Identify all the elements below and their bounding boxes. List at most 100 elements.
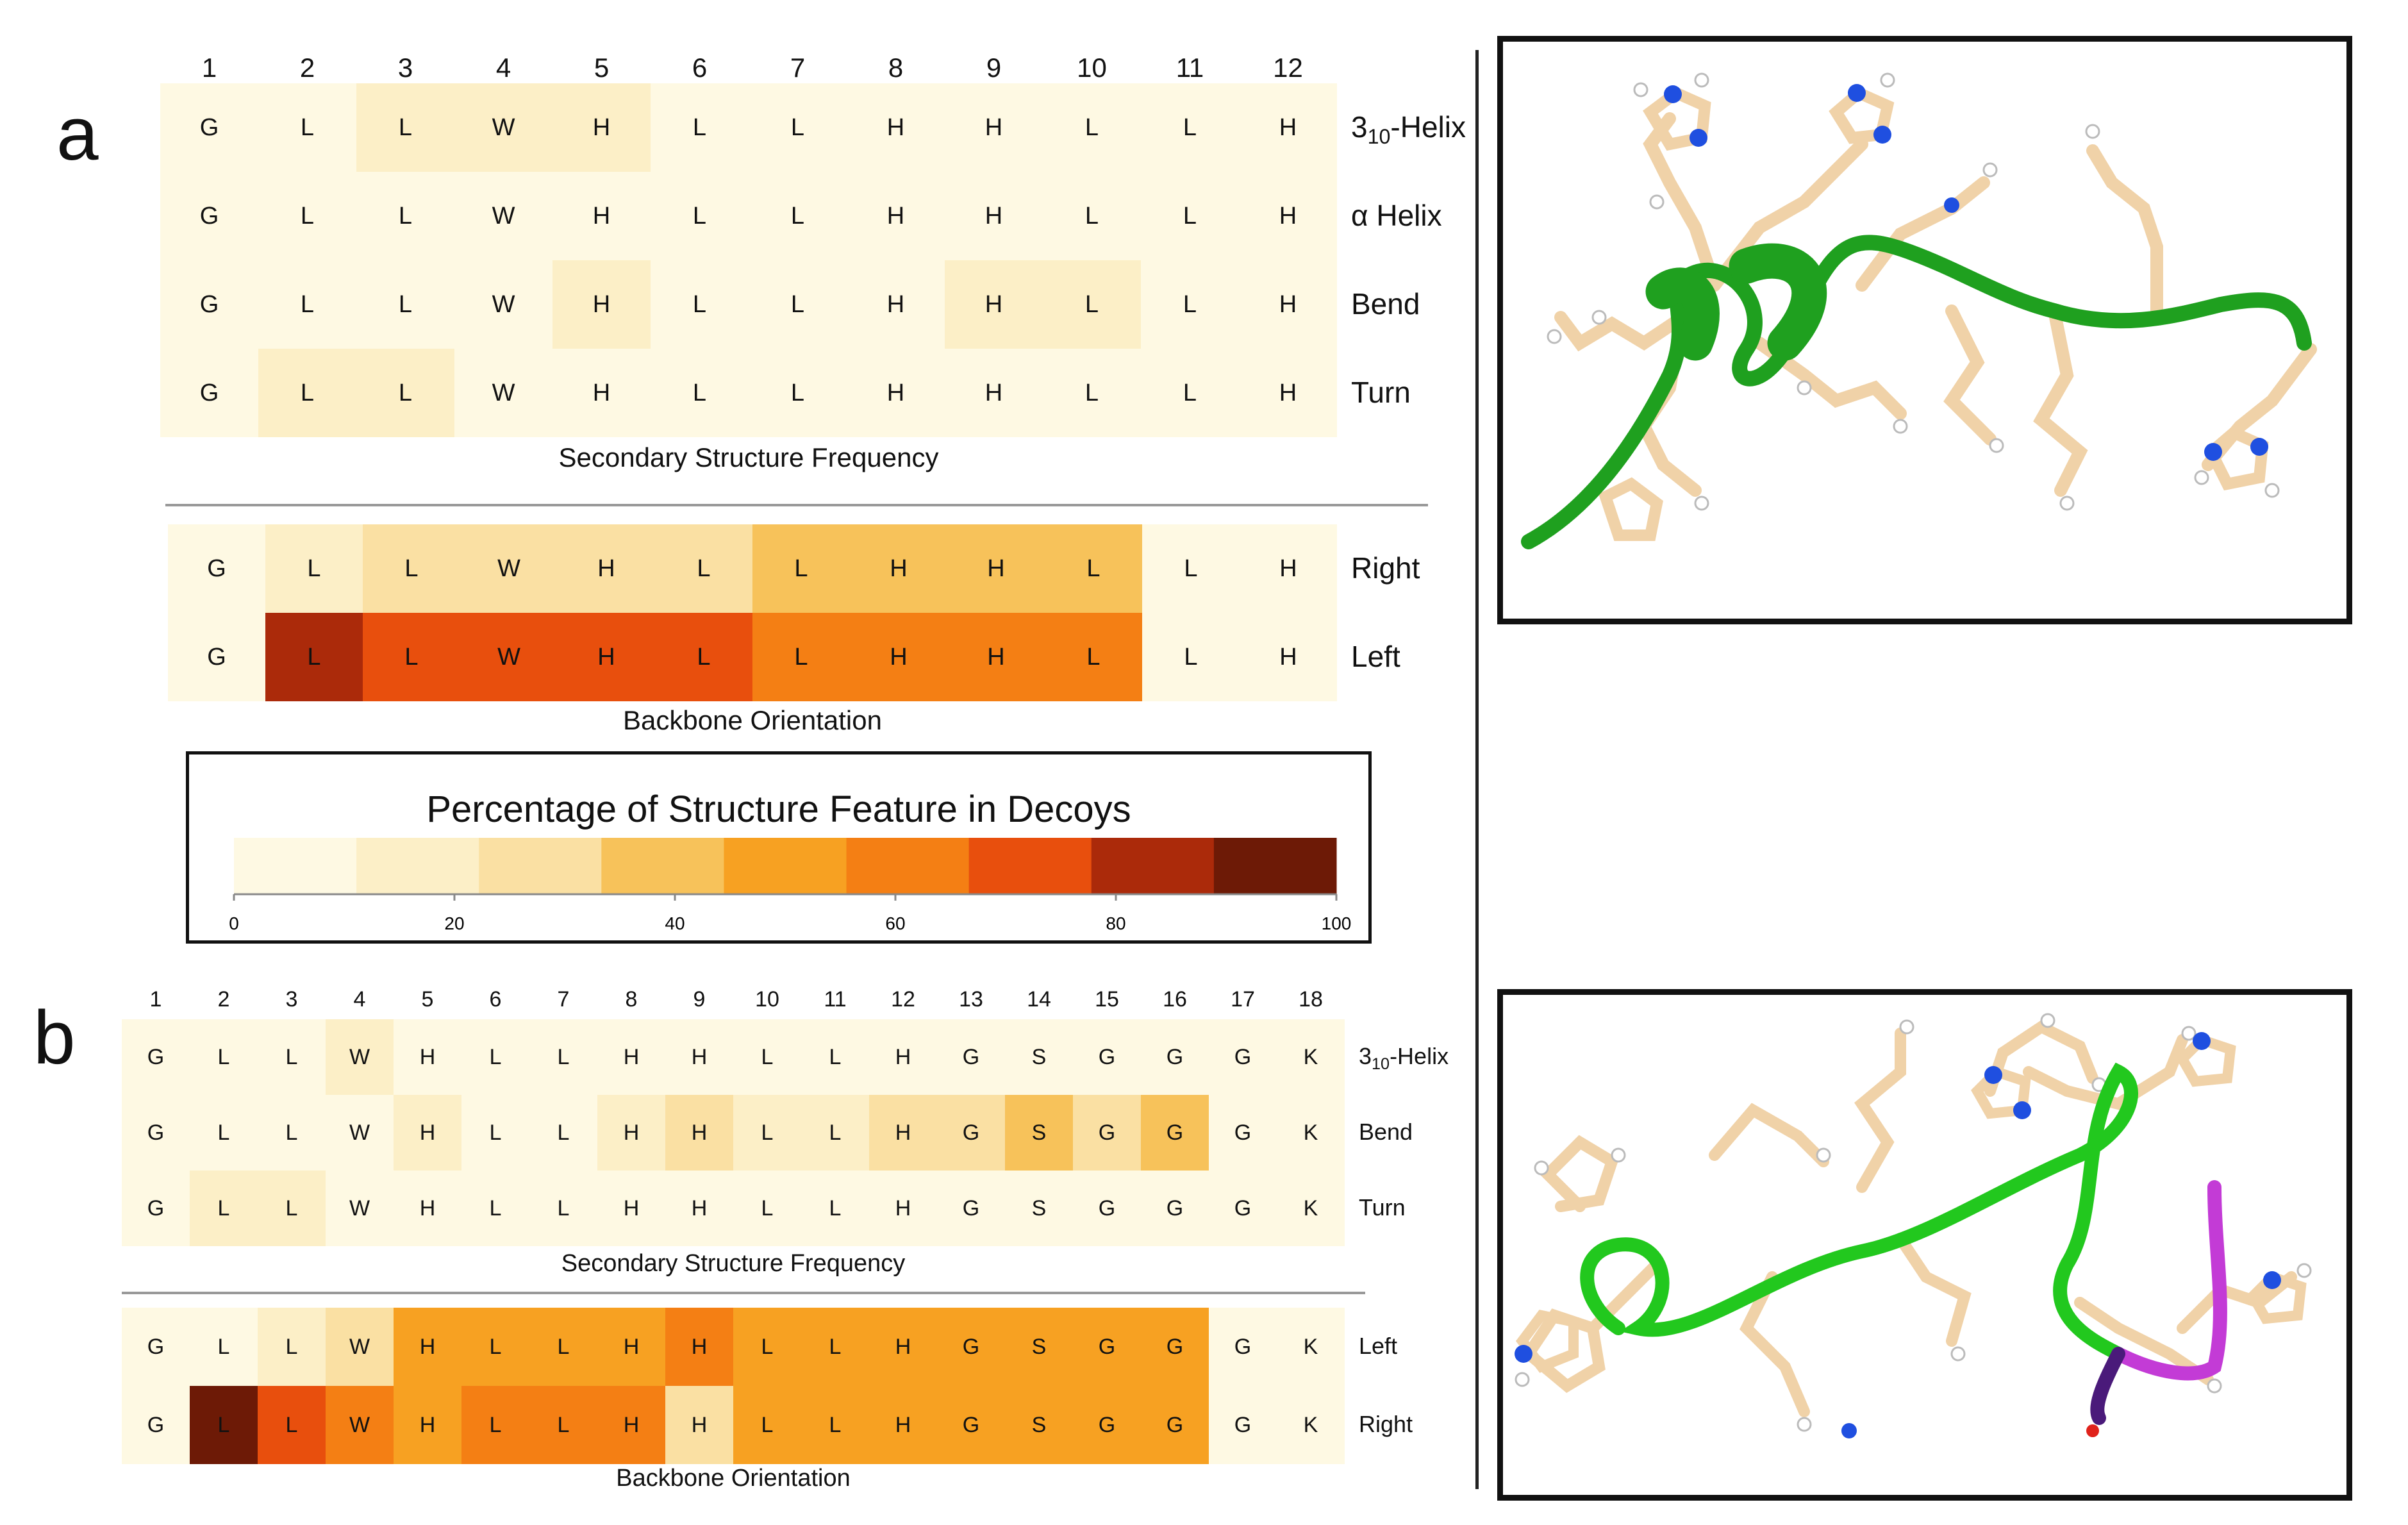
heatmap-cell: H <box>552 172 651 260</box>
residue-letter: L <box>1084 113 1099 141</box>
column-number: 4 <box>353 987 366 1012</box>
color-legend: Percentage of Structure Feature in Decoy… <box>186 751 1372 944</box>
residue-letter: L <box>398 113 413 141</box>
column-number: 1 <box>201 53 217 83</box>
heatmap-cell: L <box>529 1386 597 1464</box>
heatmap-cell: H <box>869 1386 937 1464</box>
column-number: 15 <box>1095 987 1119 1012</box>
residue-letter: G <box>962 1196 980 1221</box>
heatmap-cell: W <box>454 260 552 349</box>
molecule-panel-c <box>1497 36 2352 624</box>
heatmap-cell: W <box>454 349 552 437</box>
heatmap-cell: L <box>461 1386 529 1464</box>
residue-letter: H <box>691 1196 708 1221</box>
heatmap-cell: H <box>394 1386 461 1464</box>
residue-letter: H <box>1279 643 1297 671</box>
legend-swatch <box>1091 838 1215 894</box>
heatmap-cell: G <box>937 1386 1005 1464</box>
residue-letter: H <box>623 1196 640 1221</box>
residue-letter: L <box>285 1044 298 1069</box>
residue-letter: H <box>623 1120 640 1145</box>
column-number: 1 <box>149 987 162 1012</box>
heatmap-cell: L <box>651 172 749 260</box>
heatmap-cell: W <box>454 83 552 172</box>
residue-letter: G <box>147 1196 165 1221</box>
heatmap-cell: H <box>558 613 655 701</box>
heatmap-cell: L <box>265 613 363 701</box>
heatmap-cell: W <box>326 1171 394 1246</box>
heatmap-cell: G <box>1209 1019 1277 1095</box>
heatmap-cell: H <box>558 524 655 613</box>
residue-letter: S <box>1031 1412 1047 1437</box>
column-number: 8 <box>888 53 904 83</box>
heatmap-caption: Backbone Orientation <box>616 1465 851 1492</box>
heatmap-cell: H <box>947 613 1045 701</box>
heatmap-cell: L <box>651 349 749 437</box>
heatmap-cell: H <box>847 172 945 260</box>
heatmap-cell: G <box>160 260 258 349</box>
heatmap-cell: G <box>160 172 258 260</box>
legend-swatch <box>356 838 479 894</box>
legend-swatch <box>479 838 602 894</box>
legend-title: Percentage of Structure Feature in Decoy… <box>426 788 1131 830</box>
residue-letter: W <box>492 113 515 141</box>
heatmap-cell: H <box>597 1171 665 1246</box>
heatmap-cell: L <box>1141 172 1239 260</box>
residue-letter: L <box>398 379 413 406</box>
column-number: 7 <box>790 53 806 83</box>
heatmap-cell: H <box>552 83 651 172</box>
heatmap-cell: L <box>752 613 850 701</box>
residue-letter: L <box>557 1196 570 1221</box>
heatmap-cell: L <box>801 1386 869 1464</box>
legend-tick-label: 0 <box>229 913 239 933</box>
heatmap-cell: L <box>258 1171 326 1246</box>
residue-letter: L <box>790 379 805 406</box>
heatmap-cell: G <box>122 1171 190 1246</box>
heatmap-cell: G <box>1073 1171 1141 1246</box>
heatmap-cell: H <box>869 1095 937 1171</box>
residue-letter: L <box>692 113 707 141</box>
heatmap-cell: H <box>1239 349 1337 437</box>
heatmap-cell: L <box>801 1308 869 1386</box>
row-label: Right <box>1351 551 1420 585</box>
row-label: Bend <box>1351 287 1420 321</box>
residue-letter: L <box>1084 379 1099 406</box>
residue-letter: S <box>1031 1334 1047 1359</box>
residue-letter: G <box>147 1044 165 1069</box>
residue-letter: H <box>984 113 1003 141</box>
heatmap-cell: L <box>1043 83 1141 172</box>
residue-letter: L <box>489 1412 502 1437</box>
residue-letter: H <box>984 202 1003 229</box>
residue-letter: K <box>1303 1196 1318 1221</box>
heatmap-cell: H <box>847 260 945 349</box>
heatmap-cell: K <box>1277 1019 1345 1095</box>
panel-label-b: b <box>33 996 76 1080</box>
residue-letter: H <box>1279 290 1297 318</box>
heatmap-cell: L <box>265 524 363 613</box>
column-number: 12 <box>891 987 915 1012</box>
heatmap-cell: G <box>122 1095 190 1171</box>
heatmap-cell: L <box>1141 83 1239 172</box>
residue-letter: H <box>1279 202 1297 229</box>
row-label: 310-Helix <box>1351 110 1466 149</box>
heatmap-cell: L <box>733 1019 801 1095</box>
heatmap-cell: H <box>1239 260 1337 349</box>
residue-letter: L <box>217 1044 230 1069</box>
residue-letter: K <box>1303 1044 1318 1069</box>
heatmap-cell: H <box>945 83 1043 172</box>
heatmap-caption: Secondary Structure Frequency <box>558 442 939 472</box>
heatmap-cell: L <box>258 1386 326 1464</box>
residue-letter: H <box>984 379 1003 406</box>
heatmap-cell: K <box>1277 1095 1345 1171</box>
heatmap-cell: S <box>1005 1171 1073 1246</box>
heatmap-cell: L <box>461 1019 529 1095</box>
residue-letter: L <box>829 1412 842 1437</box>
heatmap-cell: L <box>1043 172 1141 260</box>
column-number: 8 <box>625 987 638 1012</box>
column-number: 5 <box>421 987 434 1012</box>
residue-letter: L <box>1084 202 1099 229</box>
residue-letter: G <box>962 1044 980 1069</box>
residue-letter: L <box>697 643 711 671</box>
oxygen-atom-d <box>2086 1424 2099 1437</box>
residue-letter: L <box>489 1120 502 1145</box>
